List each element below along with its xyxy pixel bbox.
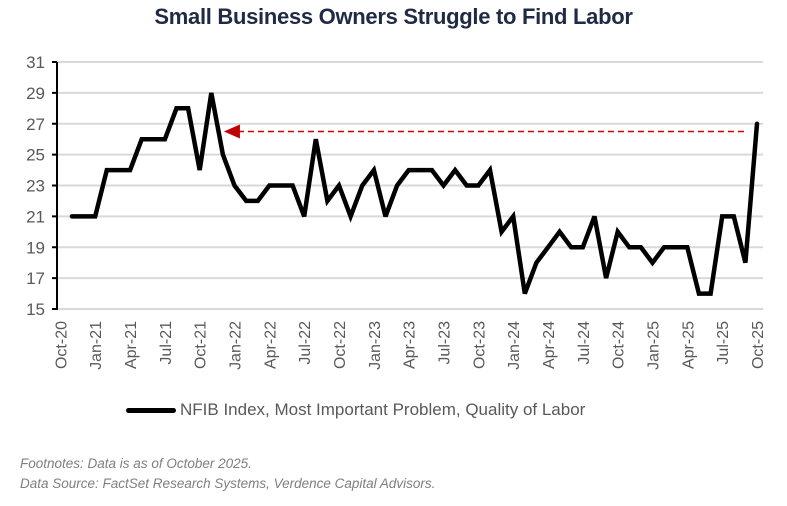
y-tick-label: 21 [26,207,45,226]
series-line [69,92,760,296]
footnote-source: Data Source: FactSet Research Systems, V… [20,476,436,491]
y-tick-label: 19 [26,238,45,257]
x-tick-label: Oct-21 [193,321,210,369]
x-tick-label: Apr-22 [262,321,279,369]
x-tick-label: Apr-21 [123,321,140,369]
x-tick-label: Oct-25 [750,321,767,369]
x-tick-label: Jul-24 [576,321,593,365]
y-tick-label: 23 [26,177,45,196]
x-tick-label: Jul-25 [715,321,732,365]
legend: NFIB Index, Most Important Problem, Qual… [126,400,585,420]
series-layer [69,92,760,296]
x-tick-label: Jul-21 [158,321,175,365]
footnote-date: Footnotes: Data is as of October 2025. [20,456,252,471]
y-axis-ticks: 15 17 19 21 23 25 27 29 31 [26,53,57,319]
x-tick-label: Jan-23 [367,321,384,370]
chart-title: Small Business Owners Struggle to Find L… [154,4,633,29]
y-tick-label: 25 [26,146,45,165]
y-tick-label: 27 [26,115,45,134]
x-tick-label: Apr-24 [541,321,558,369]
x-tick-label: Apr-25 [680,321,697,369]
y-tick-label: 17 [26,269,45,288]
legend-label: NFIB Index, Most Important Problem, Qual… [180,400,586,419]
footnotes: Footnotes: Data is as of October 2025. D… [20,454,435,494]
x-tick-label: Oct-23 [471,321,488,369]
x-tick-label: Jan-25 [646,321,663,370]
x-axis-ticks: Oct-20 Jan-21 Apr-21 Jul-21 Oct-21 Jan-22 Apr-… [53,321,767,370]
x-tick-label: Jan-21 [88,321,105,370]
y-tick-label: 15 [26,300,45,319]
x-tick-label: Jul-22 [297,321,314,365]
x-tick-label: Oct-22 [332,321,349,369]
x-tick-label: Jan-24 [506,321,523,370]
x-tick-label: Jan-22 [228,321,245,370]
legend-swatch [126,407,176,413]
gridlines [57,61,763,310]
x-tick-label: Oct-24 [611,321,628,369]
annotation-layer [223,124,748,139]
annotation-arrowhead [223,124,240,139]
x-tick-label: Apr-23 [402,321,419,369]
x-tick-label: Jul-23 [437,321,454,365]
line-chart: 15 17 19 21 23 25 27 29 31 Oct-20 Jan-21 Apr-21 Jul… [26,53,767,370]
x-tick-label: Oct-20 [53,321,70,369]
y-tick-label: 29 [26,84,45,103]
y-tick-label: 31 [26,53,45,72]
